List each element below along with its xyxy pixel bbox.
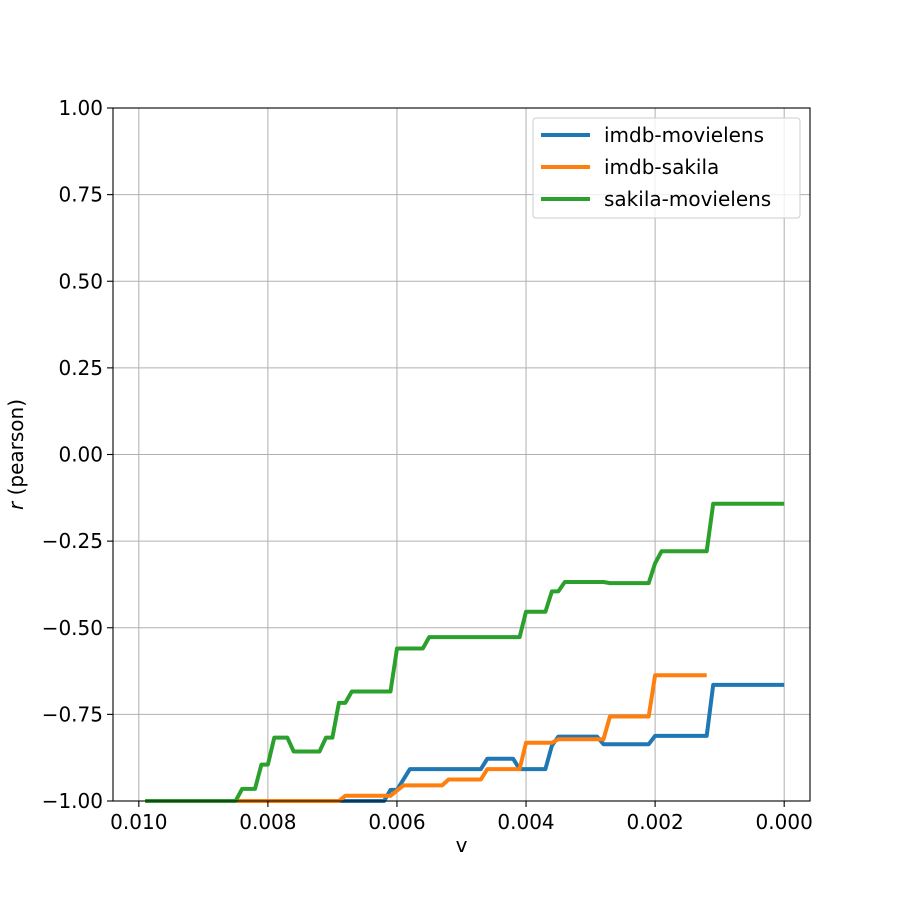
y-tick-label: −0.50 (42, 616, 103, 640)
legend-label-sakila-movielens: sakila-movielens (604, 187, 771, 211)
y-tick-label: 1.00 (58, 96, 103, 120)
y-tick-label: 0.25 (58, 356, 103, 380)
x-axis-ticks: 0.010 0.008 0.006 0.004 0.002 0.000 (110, 801, 813, 834)
x-tick-label: 0.000 (756, 810, 813, 834)
series-line-imdb-sakila (145, 673, 707, 803)
y-tick-label: 0.75 (58, 183, 103, 207)
x-axis-label: v (456, 833, 468, 857)
y-axis-label: r (pearson) (4, 399, 28, 510)
x-tick-label: 0.004 (497, 810, 554, 834)
x-tick-label: 0.006 (368, 810, 425, 834)
y-axis-label-text: (pearson) (4, 399, 28, 502)
y-axis-ticks: 1.00 0.75 0.50 0.25 0.00 −0.25 −0.50 −0.75 −1.00 (42, 96, 113, 813)
y-tick-label: −1.00 (42, 789, 103, 813)
legend-label-imdb-sakila: imdb-sakila (604, 155, 719, 179)
series-line-sakila-movielens (145, 501, 785, 803)
x-tick-label: 0.010 (110, 810, 167, 834)
series-line-imdb-movielens (145, 682, 785, 803)
legend-box (532, 117, 801, 219)
y-tick-label: 0.00 (58, 443, 103, 467)
legend-entries: imdb-movielens imdb-sakila sakila-movielen… (541, 123, 771, 211)
legend-label-imdb-movielens: imdb-movielens (604, 123, 764, 147)
grid-lines (113, 107, 810, 802)
y-tick-label: −0.75 (42, 702, 103, 726)
legend: imdb-movielens imdb-sakila sakila-movielen… (532, 117, 801, 219)
y-tick-label: 0.50 (58, 269, 103, 293)
y-tick-label: −0.25 (42, 529, 103, 553)
y-axis-label-variable: r (4, 500, 28, 510)
x-tick-label: 0.002 (626, 810, 683, 834)
x-tick-label: 0.008 (239, 810, 296, 834)
plot-lines (145, 501, 785, 803)
